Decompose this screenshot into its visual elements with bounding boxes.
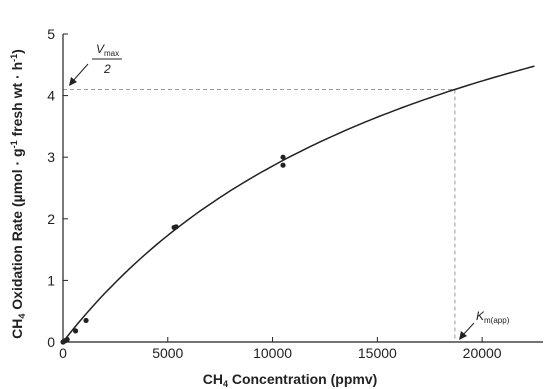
x-axis-title: CH4 Concentration (ppmv)	[203, 371, 378, 389]
data-point	[173, 224, 179, 230]
vmax-half-annotation: Vmax 2	[69, 42, 122, 86]
x-tick-label: 0	[59, 345, 67, 361]
x-tick-label: 5000	[152, 345, 183, 361]
data-point	[280, 162, 286, 168]
x-tick-label: 20000	[463, 345, 502, 361]
y-tick-label: 5	[47, 26, 55, 42]
data-point	[72, 328, 79, 334]
y-tick-label: 0	[47, 334, 55, 350]
data-point	[64, 336, 70, 343]
data-point	[83, 317, 89, 324]
x-tick-label: 15000	[358, 345, 397, 361]
y-tick-label: 2	[47, 211, 55, 227]
vmax-half-arrow	[71, 63, 89, 83]
y-ticks: 0 1 2 3 4 5	[47, 26, 68, 350]
data-point	[280, 154, 286, 160]
fit-curve	[62, 65, 535, 343]
data-points	[60, 154, 286, 345]
km-label: Km(app)	[476, 309, 510, 325]
km-annotation: Km(app)	[459, 309, 510, 340]
x-tick-label: 10000	[253, 345, 292, 361]
vmax-half-arrowhead	[69, 77, 77, 86]
km-arrowhead	[459, 331, 467, 340]
y-tick-label: 4	[47, 88, 55, 104]
y-tick-label: 1	[47, 272, 55, 288]
vmax-half-denominator: 2	[103, 62, 111, 76]
vmax-half-numerator: Vmax	[96, 42, 119, 58]
y-tick-label: 3	[47, 149, 55, 165]
y-axis-title: CH4 Oxidation Rate (µmol · g-1 fresh wt …	[9, 49, 27, 339]
x-ticks: 0 5000 10000 15000 20000	[59, 337, 502, 361]
